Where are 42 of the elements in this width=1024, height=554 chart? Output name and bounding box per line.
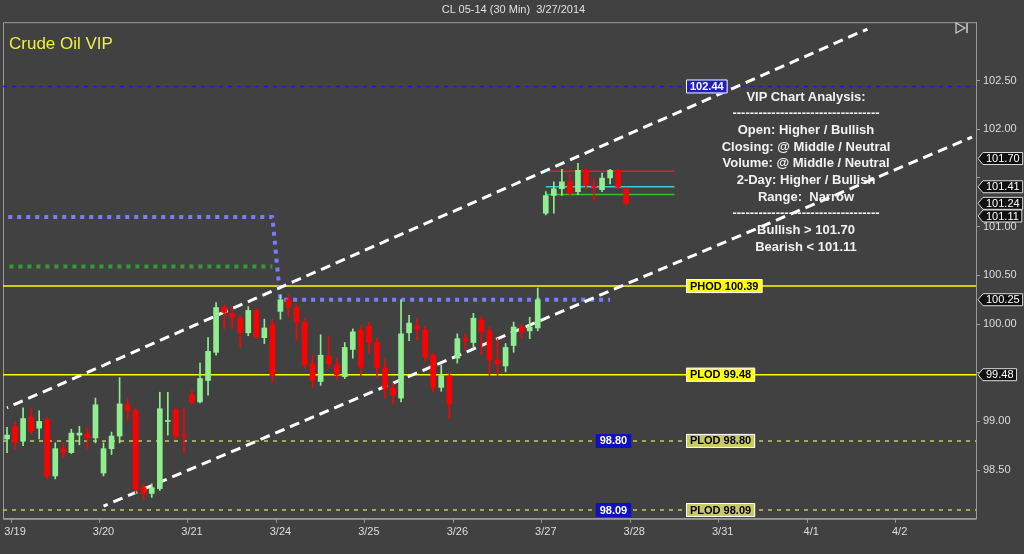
annotation: 98.09 [599, 503, 628, 516]
annotation: VIP Chart Analysis: [746, 88, 866, 104]
annotation: ---------------------------------- [732, 205, 880, 221]
text: 101.24 [986, 196, 1020, 209]
text: 99.48 [986, 368, 1014, 381]
ref-line-label: PLOD 98.09 [690, 503, 752, 516]
x-tick-label: 3/26 [446, 525, 469, 538]
x-tick-label: 3/20 [92, 525, 115, 538]
annotation: ---------------------------------- [732, 105, 880, 121]
x-tick-label: 3/19 [4, 525, 26, 538]
text: Crude Oil VIP [9, 33, 113, 53]
y-tick-label: 102.50 [983, 73, 1017, 86]
chart-title: CL 05-14 (30 Min) 3/27/2014 [441, 2, 586, 15]
y-tick-label: 100.00 [983, 317, 1017, 330]
annotation: Volume: @ Middle / Neutral [722, 155, 890, 171]
x-tick-label: 3/28 [623, 525, 645, 538]
annotation: Open: Higher / Bullish [737, 121, 875, 137]
ref-line-label: PLOD 98.80 [690, 434, 752, 447]
annotation: Bullish > 101.70 [757, 222, 855, 238]
annotation: 98.80 [599, 434, 628, 447]
x-tick-label: 4/2 [891, 525, 908, 538]
x-tick-label: 3/21 [181, 525, 203, 538]
ref-line-label: PLOD 99.48 [690, 368, 752, 381]
ref-line-label: PHOD 100.39 [690, 279, 759, 292]
annotation: 2-Day: Higher / Bullish [736, 172, 876, 188]
ref-line-label: 102.44 [690, 80, 725, 92]
text: 100.25 [986, 293, 1020, 306]
y-tick-label: 99.00 [983, 414, 1011, 427]
y-tick-label: 98.50 [983, 463, 1011, 476]
text: 101.11 [986, 209, 1019, 222]
annotation: Closing: @ Middle / Neutral [721, 138, 891, 154]
y-tick-label: 102.00 [983, 122, 1017, 135]
annotation: Bearish < 101.11 [755, 238, 857, 254]
y-tick-label: 100.50 [983, 268, 1017, 281]
text: 101.70 [986, 152, 1020, 165]
x-tick-label: 3/25 [358, 525, 380, 538]
text: 101.41 [986, 180, 1020, 193]
y-tick-label: 101.00 [983, 219, 1017, 232]
x-tick-label: 3/27 [535, 525, 557, 538]
x-tick-label: 4/1 [803, 525, 819, 538]
x-tick-label: 3/31 [711, 525, 734, 538]
x-tick-label: 3/24 [269, 525, 292, 538]
